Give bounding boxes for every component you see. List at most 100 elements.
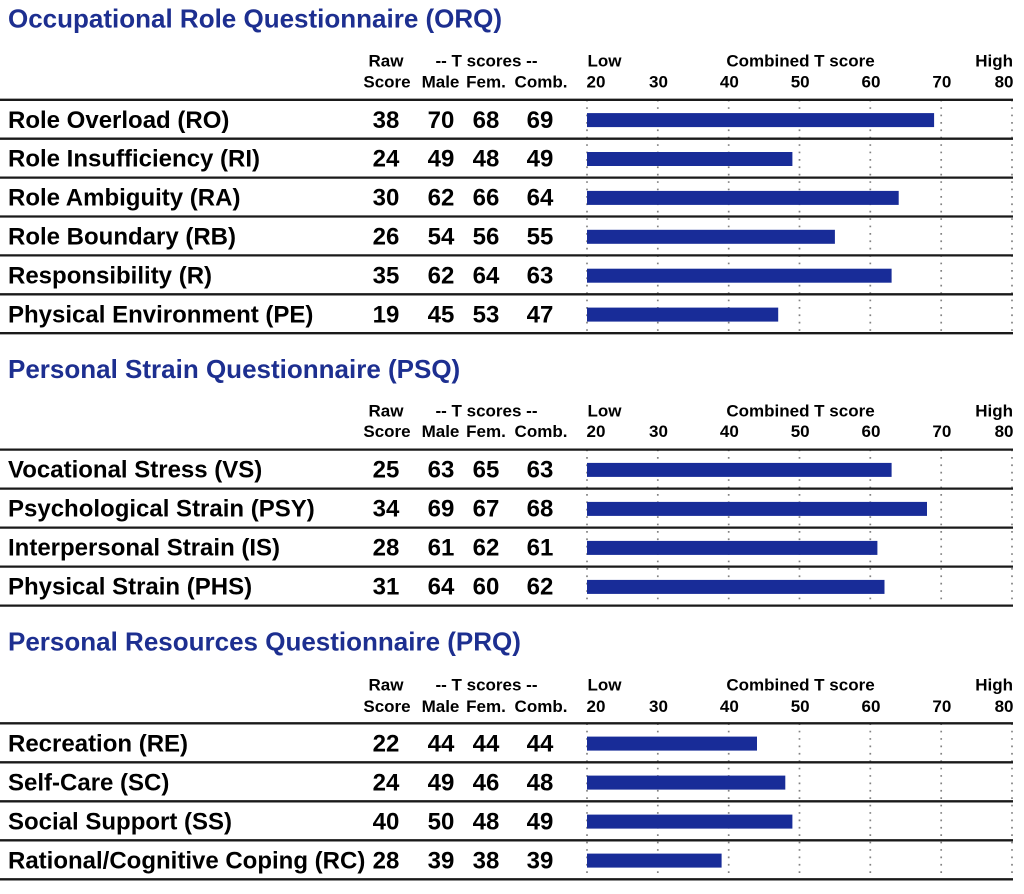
svg-text:Score: Score (363, 72, 410, 91)
svg-text:68: 68 (473, 107, 500, 134)
svg-text:63: 63 (527, 457, 554, 484)
svg-text:20: 20 (587, 72, 606, 91)
svg-text:50: 50 (791, 72, 810, 91)
svg-text:25: 25 (373, 457, 400, 484)
svg-text:50: 50 (428, 808, 455, 835)
svg-text:Low: Low (588, 52, 623, 71)
svg-text:46: 46 (473, 769, 500, 796)
svg-text:34: 34 (373, 496, 400, 523)
svg-text:28: 28 (373, 847, 400, 874)
svg-text:80: 80 (995, 72, 1014, 91)
svg-text:Personal Resources Questionnai: Personal Resources Questionnaire (PRQ) (8, 627, 521, 657)
svg-text:Interpersonal Strain (IS): Interpersonal Strain (IS) (8, 535, 280, 562)
svg-text:Score: Score (363, 422, 410, 441)
svg-text:50: 50 (791, 422, 810, 441)
svg-text:70: 70 (932, 422, 951, 441)
svg-text:66: 66 (473, 185, 500, 212)
svg-text:49: 49 (428, 146, 455, 173)
svg-text:Raw: Raw (369, 401, 405, 420)
svg-text:30: 30 (649, 422, 668, 441)
svg-text:Low: Low (588, 401, 623, 420)
svg-text:55: 55 (527, 224, 554, 251)
svg-text:Fem.: Fem. (466, 72, 506, 91)
svg-text:Role Ambiguity (RA): Role Ambiguity (RA) (8, 185, 240, 212)
svg-text:Social Support (SS): Social Support (SS) (8, 808, 232, 835)
svg-text:Comb.: Comb. (515, 697, 568, 716)
svg-text:Male: Male (422, 72, 460, 91)
svg-text:80: 80 (995, 697, 1014, 716)
svg-text:Fem.: Fem. (466, 422, 506, 441)
svg-text:Combined T score: Combined T score (726, 52, 874, 71)
svg-text:35: 35 (373, 262, 400, 289)
svg-text:40: 40 (720, 697, 739, 716)
svg-text:62: 62 (473, 535, 500, 562)
svg-text:20: 20 (587, 697, 606, 716)
svg-text:67: 67 (473, 496, 500, 523)
svg-text:63: 63 (527, 262, 554, 289)
svg-text:26: 26 (373, 224, 400, 251)
svg-text:High: High (975, 401, 1013, 420)
svg-text:60: 60 (862, 72, 881, 91)
svg-text:Fem.: Fem. (466, 697, 506, 716)
svg-text:47: 47 (527, 301, 554, 328)
svg-text:-- T scores --: -- T scores -- (435, 401, 537, 420)
svg-text:Physical Environment (PE): Physical Environment (PE) (8, 301, 313, 328)
svg-text:45: 45 (428, 301, 455, 328)
svg-text:Male: Male (422, 697, 460, 716)
svg-text:Physical Strain (PHS): Physical Strain (PHS) (8, 574, 252, 601)
svg-text:44: 44 (527, 730, 554, 757)
svg-text:38: 38 (373, 107, 400, 134)
svg-text:Role Insufficiency (RI): Role Insufficiency (RI) (8, 146, 260, 173)
svg-text:49: 49 (428, 769, 455, 796)
svg-text:40: 40 (720, 72, 739, 91)
svg-text:Personal Strain Questionnaire: Personal Strain Questionnaire (PSQ) (8, 354, 460, 384)
svg-text:22: 22 (373, 730, 400, 757)
svg-text:30: 30 (649, 72, 668, 91)
svg-text:Comb.: Comb. (515, 422, 568, 441)
svg-text:48: 48 (527, 769, 554, 796)
svg-text:39: 39 (428, 847, 455, 874)
svg-text:20: 20 (587, 422, 606, 441)
svg-text:-- T scores --: -- T scores -- (435, 52, 537, 71)
svg-text:50: 50 (791, 697, 810, 716)
svg-text:49: 49 (527, 808, 554, 835)
svg-text:60: 60 (473, 574, 500, 601)
svg-text:Role Boundary (RB): Role Boundary (RB) (8, 224, 236, 251)
svg-text:44: 44 (428, 730, 455, 757)
svg-text:48: 48 (473, 146, 500, 173)
svg-text:48: 48 (473, 808, 500, 835)
svg-text:49: 49 (527, 146, 554, 173)
svg-text:69: 69 (527, 107, 554, 134)
svg-text:62: 62 (428, 262, 455, 289)
svg-text:62: 62 (428, 185, 455, 212)
svg-text:Combined T score: Combined T score (726, 676, 874, 695)
svg-text:Raw: Raw (369, 676, 405, 695)
svg-text:30: 30 (373, 185, 400, 212)
svg-text:High: High (975, 676, 1013, 695)
svg-text:61: 61 (527, 535, 554, 562)
svg-text:65: 65 (473, 457, 500, 484)
svg-text:54: 54 (428, 224, 455, 251)
svg-text:69: 69 (428, 496, 455, 523)
svg-text:44: 44 (473, 730, 500, 757)
svg-text:39: 39 (527, 847, 554, 874)
svg-text:64: 64 (428, 574, 455, 601)
svg-text:Responsibility (R): Responsibility (R) (8, 262, 212, 289)
svg-text:40: 40 (720, 422, 739, 441)
svg-text:53: 53 (473, 301, 500, 328)
svg-text:70: 70 (932, 697, 951, 716)
svg-text:19: 19 (373, 301, 400, 328)
svg-text:Self-Care (SC): Self-Care (SC) (8, 769, 169, 796)
svg-text:Rational/Cognitive Coping (RC): Rational/Cognitive Coping (RC) (8, 847, 365, 874)
svg-text:61: 61 (428, 535, 455, 562)
svg-text:56: 56 (473, 224, 500, 251)
svg-text:Combined T score: Combined T score (726, 401, 874, 420)
svg-text:64: 64 (527, 185, 554, 212)
svg-text:70: 70 (932, 72, 951, 91)
svg-text:Occupational Role Questionnair: Occupational Role Questionnaire (ORQ) (8, 4, 502, 34)
svg-text:60: 60 (862, 422, 881, 441)
svg-text:24: 24 (373, 146, 400, 173)
svg-text:24: 24 (373, 769, 400, 796)
svg-text:60: 60 (862, 697, 881, 716)
svg-text:38: 38 (473, 847, 500, 874)
